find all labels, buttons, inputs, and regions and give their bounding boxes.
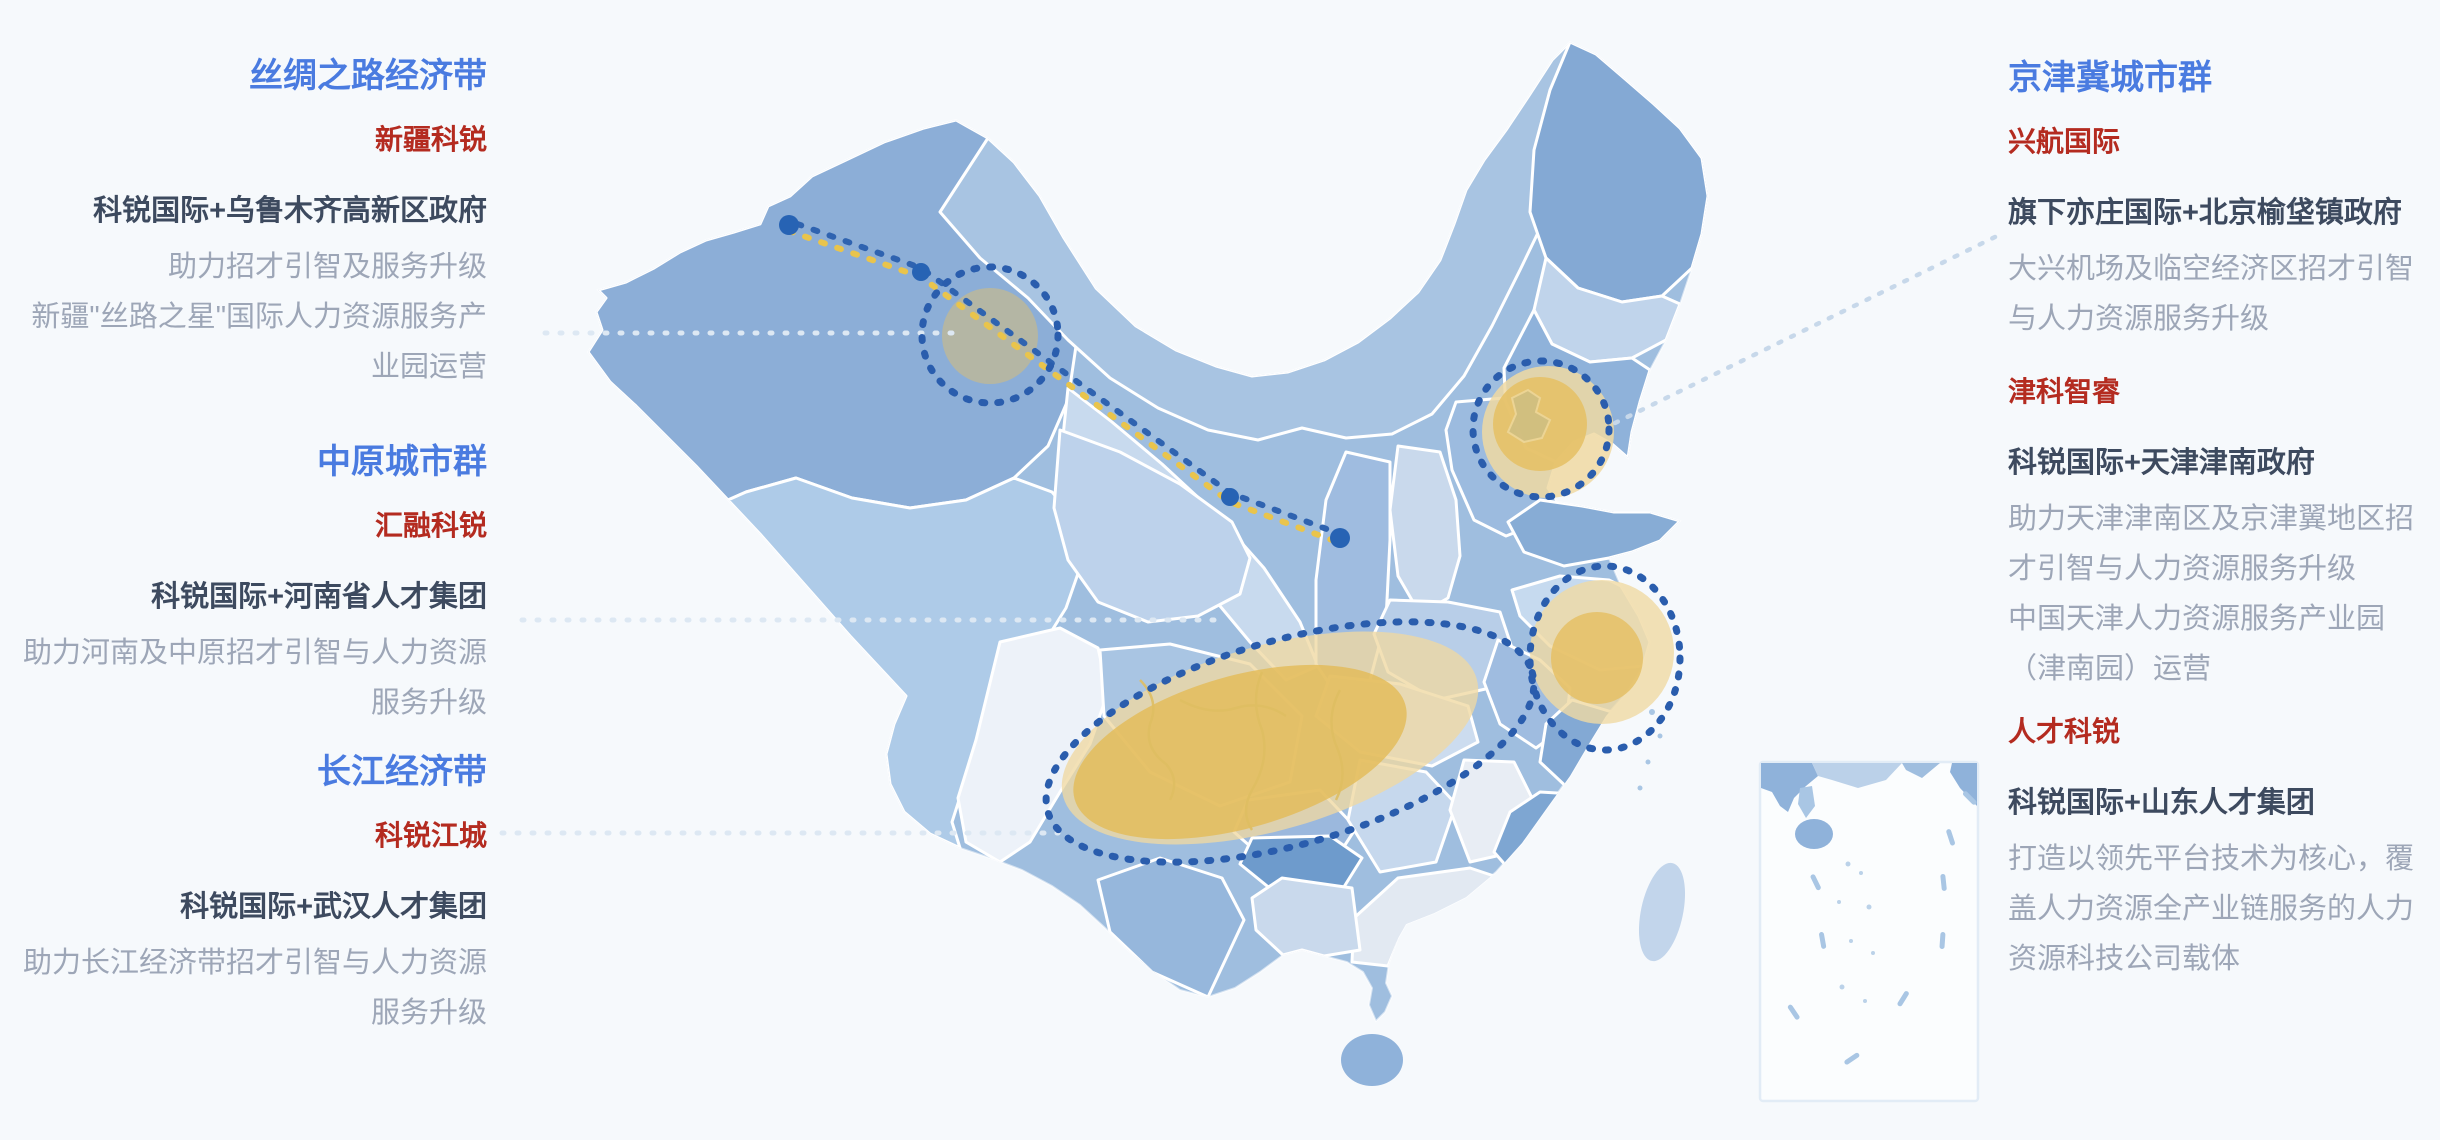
beijing-municipality-outline (1506, 388, 1552, 444)
partnership-line: 科锐国际+河南省人才集团 (151, 581, 487, 613)
inset-coast-east (1902, 763, 1940, 778)
province-heilongjiang (1528, 42, 1708, 304)
desc-line: 助力天津津南区及京津翼地区招 (2008, 503, 2415, 535)
panel-heading: 长江经济带 (317, 753, 487, 791)
province-shanxi (1388, 444, 1462, 616)
company-name: 新疆科锐 (374, 124, 487, 155)
province-yunnan (1096, 856, 1246, 999)
company-name: 兴航国际 (2008, 126, 2121, 157)
leader-lines (499, 234, 1998, 836)
desc-line: 助力招才引智及服务升级 (167, 251, 487, 283)
highlight-urumqi (942, 288, 1038, 384)
desc-line: 服务升级 (370, 687, 487, 719)
route-node-xian (1330, 528, 1350, 548)
silk-route-yellow (786, 228, 1343, 546)
island-hainan (1341, 1034, 1403, 1086)
company-name: 津科智睿 (2008, 376, 2121, 407)
island-taiwan (1638, 862, 1686, 962)
highlight-zones (942, 288, 1674, 845)
ring-urumqi (918, 263, 1062, 407)
panel-yangtze-belt: 长江经济带 科锐江城 科锐国际+武汉人才集团 助力长江经济带招才引智与人力资源 … (0, 750, 487, 1038)
company-name: 人才科锐 (2008, 716, 2121, 747)
desc-line: 盖人力资源全产业链服务的人力 (2008, 893, 2415, 925)
desc-line: 助力长江经济带招才引智与人力资源 (22, 947, 487, 979)
province-west-pale (956, 626, 1110, 864)
province-qinghai (1052, 428, 1252, 624)
inset-hainan (1795, 819, 1833, 849)
ring-yangtze-delta (1526, 562, 1684, 754)
route-node-lanzhou (1221, 488, 1239, 506)
nine-dash-line (1787, 791, 1977, 1065)
partnership-line: 科锐国际+天津津南政府 (2008, 447, 2315, 479)
desc-line: 助力河南及中原招才引智与人力资源 (22, 637, 487, 669)
route-node-urumqi (779, 215, 799, 235)
leader-jingjinji (1610, 234, 1998, 427)
partnership-line: 科锐国际+山东人才集团 (2008, 787, 2315, 819)
desc-line: 才引智与人力资源服务升级 (2008, 553, 2357, 585)
desc-line: 业园运营 (370, 351, 487, 383)
desc-line: 与人力资源服务升级 (2008, 303, 2270, 335)
company-name: 科锐江城 (374, 820, 487, 851)
desc-line: 大兴机场及临空经济区招才引智 (2008, 253, 2415, 285)
province-guangxi (1250, 876, 1362, 958)
yellow-province-borders (1139, 671, 1344, 831)
desc-line: 中国天津人力资源服务产业园 (2008, 603, 2386, 635)
partnership-line: 科锐国际+武汉人才集团 (180, 891, 487, 923)
ring-beijing (1469, 357, 1613, 501)
partnership-line: 旗下亦庄国际+北京榆垡镇政府 (2008, 197, 2402, 229)
inset-coast-west (1761, 763, 1818, 812)
desc-line: 新疆"丝路之星"国际人力资源服务产 (31, 301, 487, 333)
panel-jinke-zhirui: 津科智睿 科锐国际+天津津南政府 助力天津津南区及京津翼地区招 才引智与人力资源… (2008, 372, 2438, 694)
silk-route (779, 215, 1350, 548)
desc-line: 服务升级 (370, 997, 487, 1029)
province-shandong (1506, 498, 1682, 568)
highlight-delta-inner (1551, 612, 1643, 704)
highlight-yangtze-inner (1073, 664, 1407, 840)
panel-heading: 丝绸之路经济带 (249, 57, 487, 95)
desc-line: 资源科技公司载体 (2008, 943, 2241, 975)
sea-inset-frame (1758, 760, 1980, 1103)
sea-inset (1758, 760, 1980, 1103)
panel-rencai-keri: 人才科锐 科锐国际+山东人才集团 打造以领先平台技术为核心，覆 盖人力资源全产业… (2008, 712, 2438, 984)
ring-yangtze-belt (1042, 618, 1538, 866)
province-inner-mongolia (938, 42, 1586, 442)
inset-leizhou (1798, 786, 1815, 818)
silk-route-blue (786, 218, 1343, 537)
inset-island-specks (1837, 861, 1875, 1003)
panel-heading: 中原城市群 (317, 443, 487, 481)
highlight-rings (918, 263, 1684, 866)
coastal-island-specks (1637, 709, 1663, 791)
desc-line: （津南园）运营 (2008, 653, 2212, 685)
company-name: 汇融科锐 (374, 510, 487, 541)
partnership-line: 科锐国际+乌鲁木齐高新区政府 (93, 195, 487, 227)
inset-coast-mid (1812, 763, 1902, 788)
panel-silk-road: 丝绸之路经济带 新疆科锐 科锐国际+乌鲁木齐高新区政府 助力招才引智及服务升级 … (0, 54, 487, 392)
route-node-mid (912, 263, 930, 281)
desc-line: 打造以领先平台技术为核心，覆 (2008, 843, 2415, 875)
panel-heading: 京津冀城市群 (2008, 59, 2212, 97)
panel-jingjinji: 京津冀城市群 兴航国际 旗下亦庄国际+北京榆垡镇政府 大兴机场及临空经济区招才引… (2008, 56, 2438, 344)
panel-central-plains: 中原城市群 汇融科锐 科锐国际+河南省人才集团 助力河南及中原招才引智与人力资源… (0, 440, 487, 728)
